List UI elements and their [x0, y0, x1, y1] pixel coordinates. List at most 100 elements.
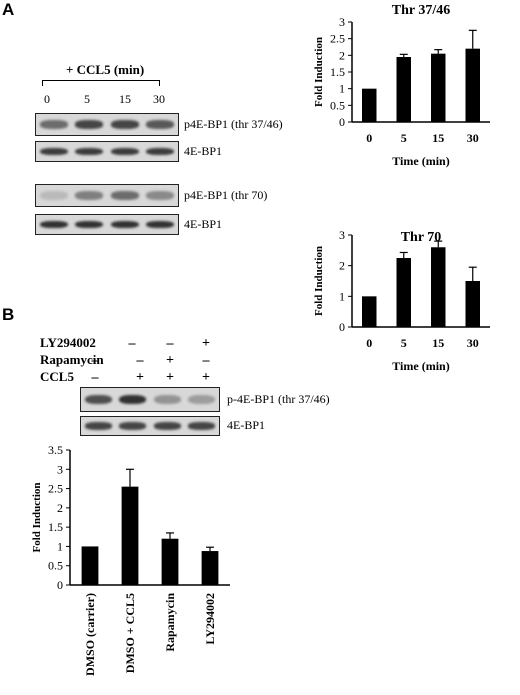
sign: +: [202, 336, 210, 351]
blot-label: 4E-BP1: [184, 217, 223, 231]
sign: –: [202, 353, 210, 368]
x-axis-label: Time (min): [392, 359, 449, 373]
bar: [362, 88, 377, 122]
blot-b-p4ebp1: [80, 387, 220, 412]
y-tick-label: 1.5: [330, 65, 345, 79]
row-label-rapamycin: Rapamycin: [40, 352, 104, 367]
blot-band: [146, 220, 175, 229]
row-label-ccl5: CCL5: [40, 369, 74, 384]
blot-label: 4E-BP1: [227, 418, 266, 432]
x-tick-label: DMSO + CCL5: [123, 593, 137, 673]
panel-b-label: B: [2, 305, 15, 324]
x-tick-label: 30: [467, 336, 479, 350]
blot-band: [75, 220, 104, 229]
blot-band: [153, 422, 181, 430]
x-tick-label: 30: [467, 131, 479, 145]
chart-title: Thr 70: [401, 230, 442, 245]
row-label-ly294002: LY294002: [40, 335, 96, 350]
blot-band: [119, 422, 147, 430]
x-tick-label: DMSO (carrier): [83, 593, 97, 676]
bracket-right-tick: [159, 80, 160, 86]
y-axis-label: Fold Induction: [31, 483, 43, 553]
sign: +: [202, 370, 210, 385]
bracket-left-tick: [42, 80, 43, 86]
blot-label: p4E-BP1 (thr 37/46): [184, 117, 283, 131]
blot-band: [110, 120, 139, 129]
blot-b-4ebp1: [80, 416, 220, 436]
sign: –: [128, 336, 136, 351]
blot-band: [146, 120, 175, 129]
lane-label: 5: [84, 92, 90, 106]
y-tick-label: 0: [339, 115, 345, 129]
bar: [362, 296, 377, 327]
blot-band: [39, 220, 68, 229]
chart-thr37-46: 0 0.5 1 1.5 2 2.5 3 Fold Induction Thr 37/46 0 5 15…: [313, 3, 490, 168]
x-tick-label: Rapamycin: [163, 593, 177, 652]
bar: [431, 53, 446, 122]
y-tick-label: 1: [57, 539, 63, 553]
blot-p4ebp1-thr70: [35, 184, 179, 207]
y-tick-label: 0: [57, 578, 63, 592]
y-tick-label: 3: [339, 228, 345, 242]
y-tick-label: 2: [339, 259, 345, 273]
y-tick-label: 0.5: [48, 559, 63, 573]
sign: +: [166, 353, 174, 368]
x-tick-label: 0: [366, 131, 372, 145]
blot-band: [75, 120, 104, 129]
blot-band: [39, 120, 68, 129]
blot-band: [84, 394, 112, 405]
blot-band: [110, 220, 139, 229]
x-tick-label: 15: [432, 336, 444, 350]
bar: [201, 551, 219, 585]
bar: [465, 281, 480, 327]
blot-band: [146, 147, 175, 156]
y-tick-label: 1.5: [48, 520, 63, 534]
y-tick-label: 1: [339, 289, 345, 303]
blot-4ebp1-total-2: [35, 214, 179, 235]
blot-label: p4E-BP1 (thr 70): [184, 188, 268, 202]
blot-band: [75, 147, 104, 156]
x-axis-label: Time (min): [392, 154, 449, 168]
y-tick-label: 3: [339, 15, 345, 29]
sign: +: [166, 370, 174, 385]
y-tick-label: 2: [339, 48, 345, 62]
y-axis-label: Fold Induction: [313, 246, 325, 316]
blot-label: 4E-BP1: [184, 144, 223, 158]
bar: [121, 486, 139, 585]
blot-band: [110, 191, 139, 200]
chart-title: Thr 37/46: [392, 3, 450, 18]
x-tick-label: 0: [366, 336, 372, 350]
blot-band: [188, 394, 216, 405]
y-tick-label: 1: [339, 82, 345, 96]
lane-label: 15: [119, 92, 131, 106]
x-tick-label: 15: [432, 131, 444, 145]
panel-a-label: A: [2, 0, 15, 19]
blot-band: [84, 422, 112, 430]
y-tick-label: 3.5: [48, 443, 63, 457]
sign: –: [136, 353, 144, 368]
sign: –: [166, 336, 174, 351]
sign: +: [136, 370, 144, 385]
blot-label: p-4E-BP1 (thr 37/46): [227, 392, 330, 406]
y-tick-label: 3: [57, 462, 63, 476]
bar: [431, 247, 446, 327]
y-axis-label: Fold Induction: [313, 37, 325, 107]
chart-thr70: 0 1 2 3 Fold Induction Thr 70 0 5 15 30 Time (min): [313, 228, 490, 373]
blot-band: [39, 147, 68, 156]
y-tick-label: 2.5: [330, 32, 345, 46]
bar: [81, 546, 99, 585]
lane-label: 0: [44, 92, 50, 106]
x-tick-label: LY294002: [203, 593, 217, 645]
blot-band: [75, 191, 104, 200]
bar: [396, 57, 411, 122]
blot-band: [153, 394, 181, 405]
y-tick-label: 0: [339, 320, 345, 334]
bar: [161, 538, 179, 585]
blot-band: [39, 191, 68, 200]
treatment-bracket-line: [42, 80, 160, 81]
y-tick-label: 2: [57, 501, 63, 515]
blot-band: [146, 191, 175, 200]
sign: –: [91, 370, 99, 385]
blot-band: [110, 147, 139, 156]
y-tick-label: 0.5: [330, 98, 345, 112]
